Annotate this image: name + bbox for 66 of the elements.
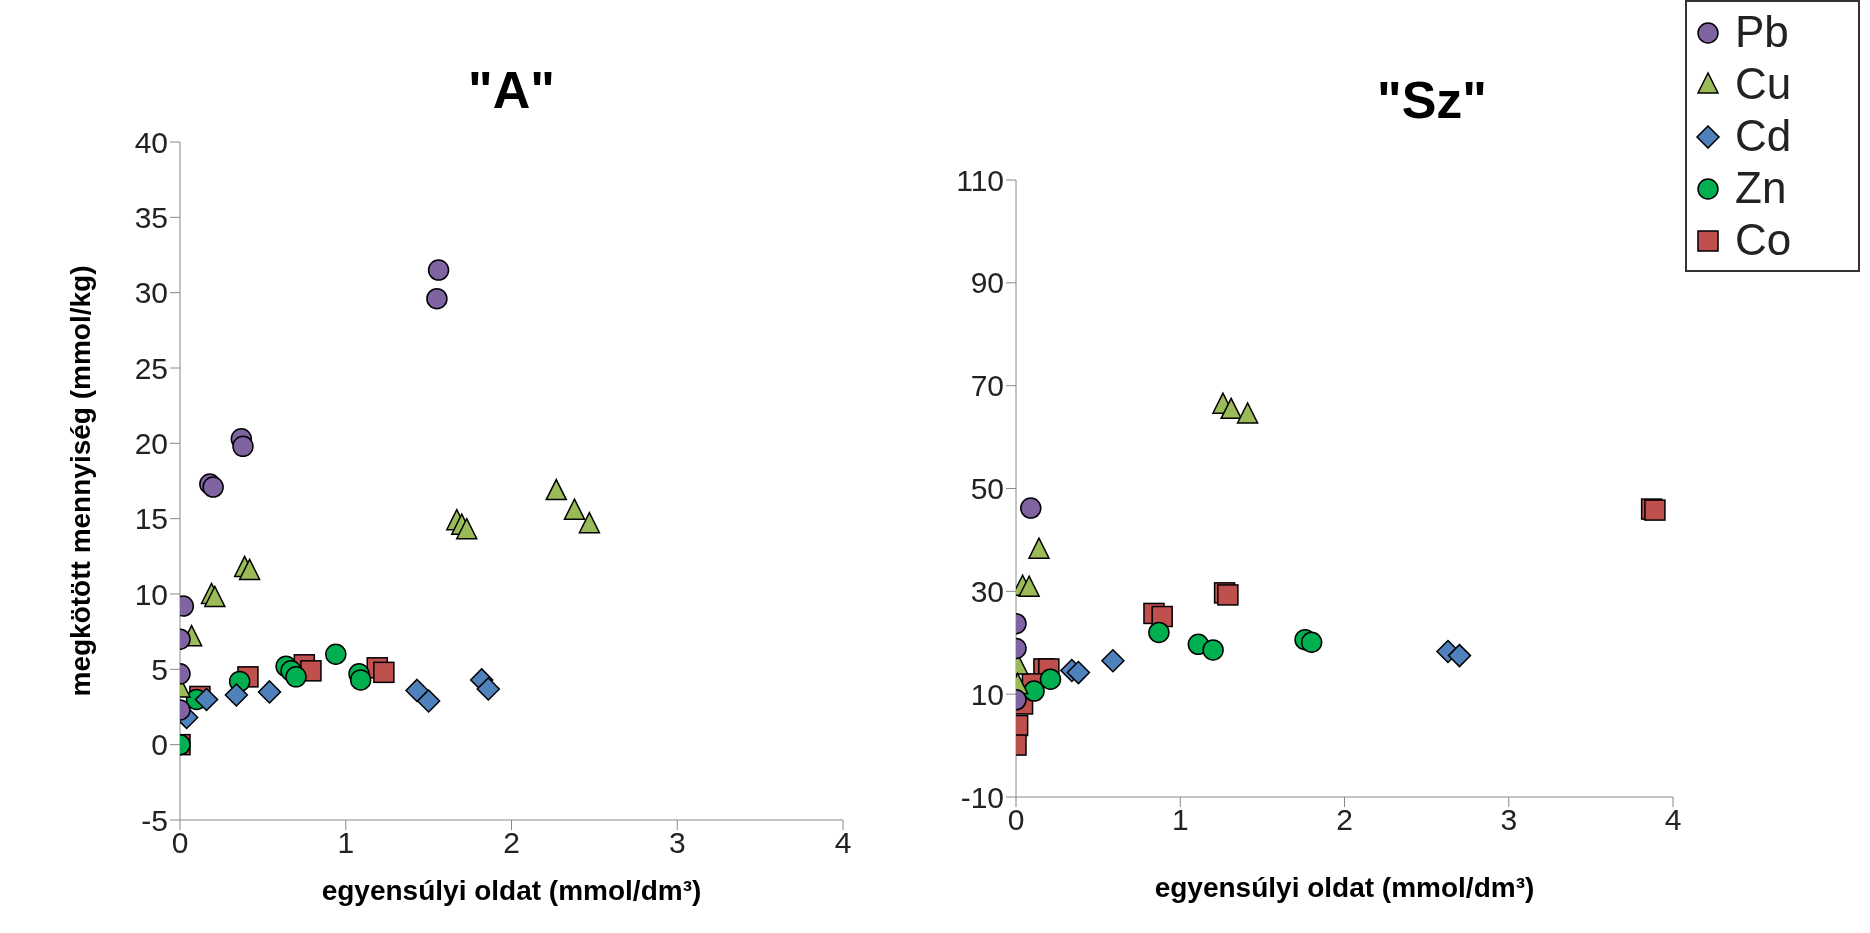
point: [1018, 575, 1040, 597]
x-tick-label: 3: [1500, 803, 1518, 837]
y-tick-label: 30: [970, 574, 1004, 608]
point: [1023, 680, 1045, 702]
legend-label: Zn: [1735, 162, 1787, 214]
point: [349, 669, 372, 691]
point: [545, 478, 567, 501]
y-tick-label: 30: [134, 276, 168, 310]
point: [427, 259, 450, 281]
point: [578, 511, 601, 534]
y-tick-label: 50: [970, 472, 1004, 506]
point: [1202, 639, 1224, 661]
y-tick-label: 70: [970, 369, 1004, 403]
point: [1066, 660, 1091, 685]
point: [476, 677, 501, 701]
point: [232, 435, 254, 458]
legend-label: Cd: [1735, 110, 1792, 162]
point: [1148, 621, 1170, 644]
point: [1447, 643, 1472, 668]
x-axis-title: egyensúlyi oldat (mmol/dm³): [1154, 872, 1535, 903]
y-tick-label: 25: [134, 351, 168, 385]
y-tick-label: 35: [134, 200, 168, 234]
y-tick-label: 90: [970, 266, 1004, 300]
point: [1039, 668, 1062, 691]
x-axis-title: egyensúlyi oldat (mmol/dm³): [321, 875, 702, 906]
y-tick-label: 40: [134, 125, 168, 159]
x-tick-label: 3: [668, 826, 686, 860]
y-tick-label: -10: [960, 780, 1004, 814]
point: [285, 666, 307, 688]
point: [257, 680, 282, 704]
point: [325, 643, 347, 666]
y-axis-title: megkötött mennyiség (mmol/kg): [64, 265, 96, 697]
legend-label: Co: [1735, 214, 1792, 266]
y-tick-label: 0: [151, 728, 168, 762]
y-tick-label: 15: [134, 502, 168, 536]
point: [1300, 631, 1323, 653]
point: [238, 558, 261, 581]
x-tick-label: 1: [337, 826, 355, 860]
y-tick-label: 20: [134, 426, 168, 460]
legend-label: Pb: [1735, 6, 1789, 58]
y-tick-label: 10: [134, 577, 168, 611]
point: [1236, 402, 1259, 424]
x-tick-label: 2: [503, 826, 520, 860]
point: [1101, 649, 1125, 673]
x-tick-label: 4: [1664, 803, 1682, 837]
x-tick-label: 0: [1007, 803, 1025, 837]
point: [563, 498, 586, 520]
point: [224, 683, 249, 707]
x-tick-label: 1: [1171, 803, 1189, 837]
y-tick-label: 10: [970, 677, 1004, 711]
y-tick-label: 5: [151, 652, 168, 686]
point: [405, 678, 429, 703]
y-tick-label: 110: [956, 163, 1004, 197]
point: [373, 661, 395, 684]
chart-title: "Sz": [1377, 71, 1487, 129]
point: [456, 517, 478, 540]
legend-label: Cu: [1735, 58, 1792, 110]
point: [194, 687, 219, 712]
chart-title: "A": [467, 61, 556, 119]
point: [1220, 397, 1242, 420]
point: [416, 689, 441, 713]
x-tick-label: 2: [1336, 803, 1353, 837]
y-tick-label: -5: [141, 803, 168, 837]
point: [426, 287, 448, 310]
x-tick-label: 4: [834, 826, 852, 860]
point: [1028, 537, 1050, 559]
